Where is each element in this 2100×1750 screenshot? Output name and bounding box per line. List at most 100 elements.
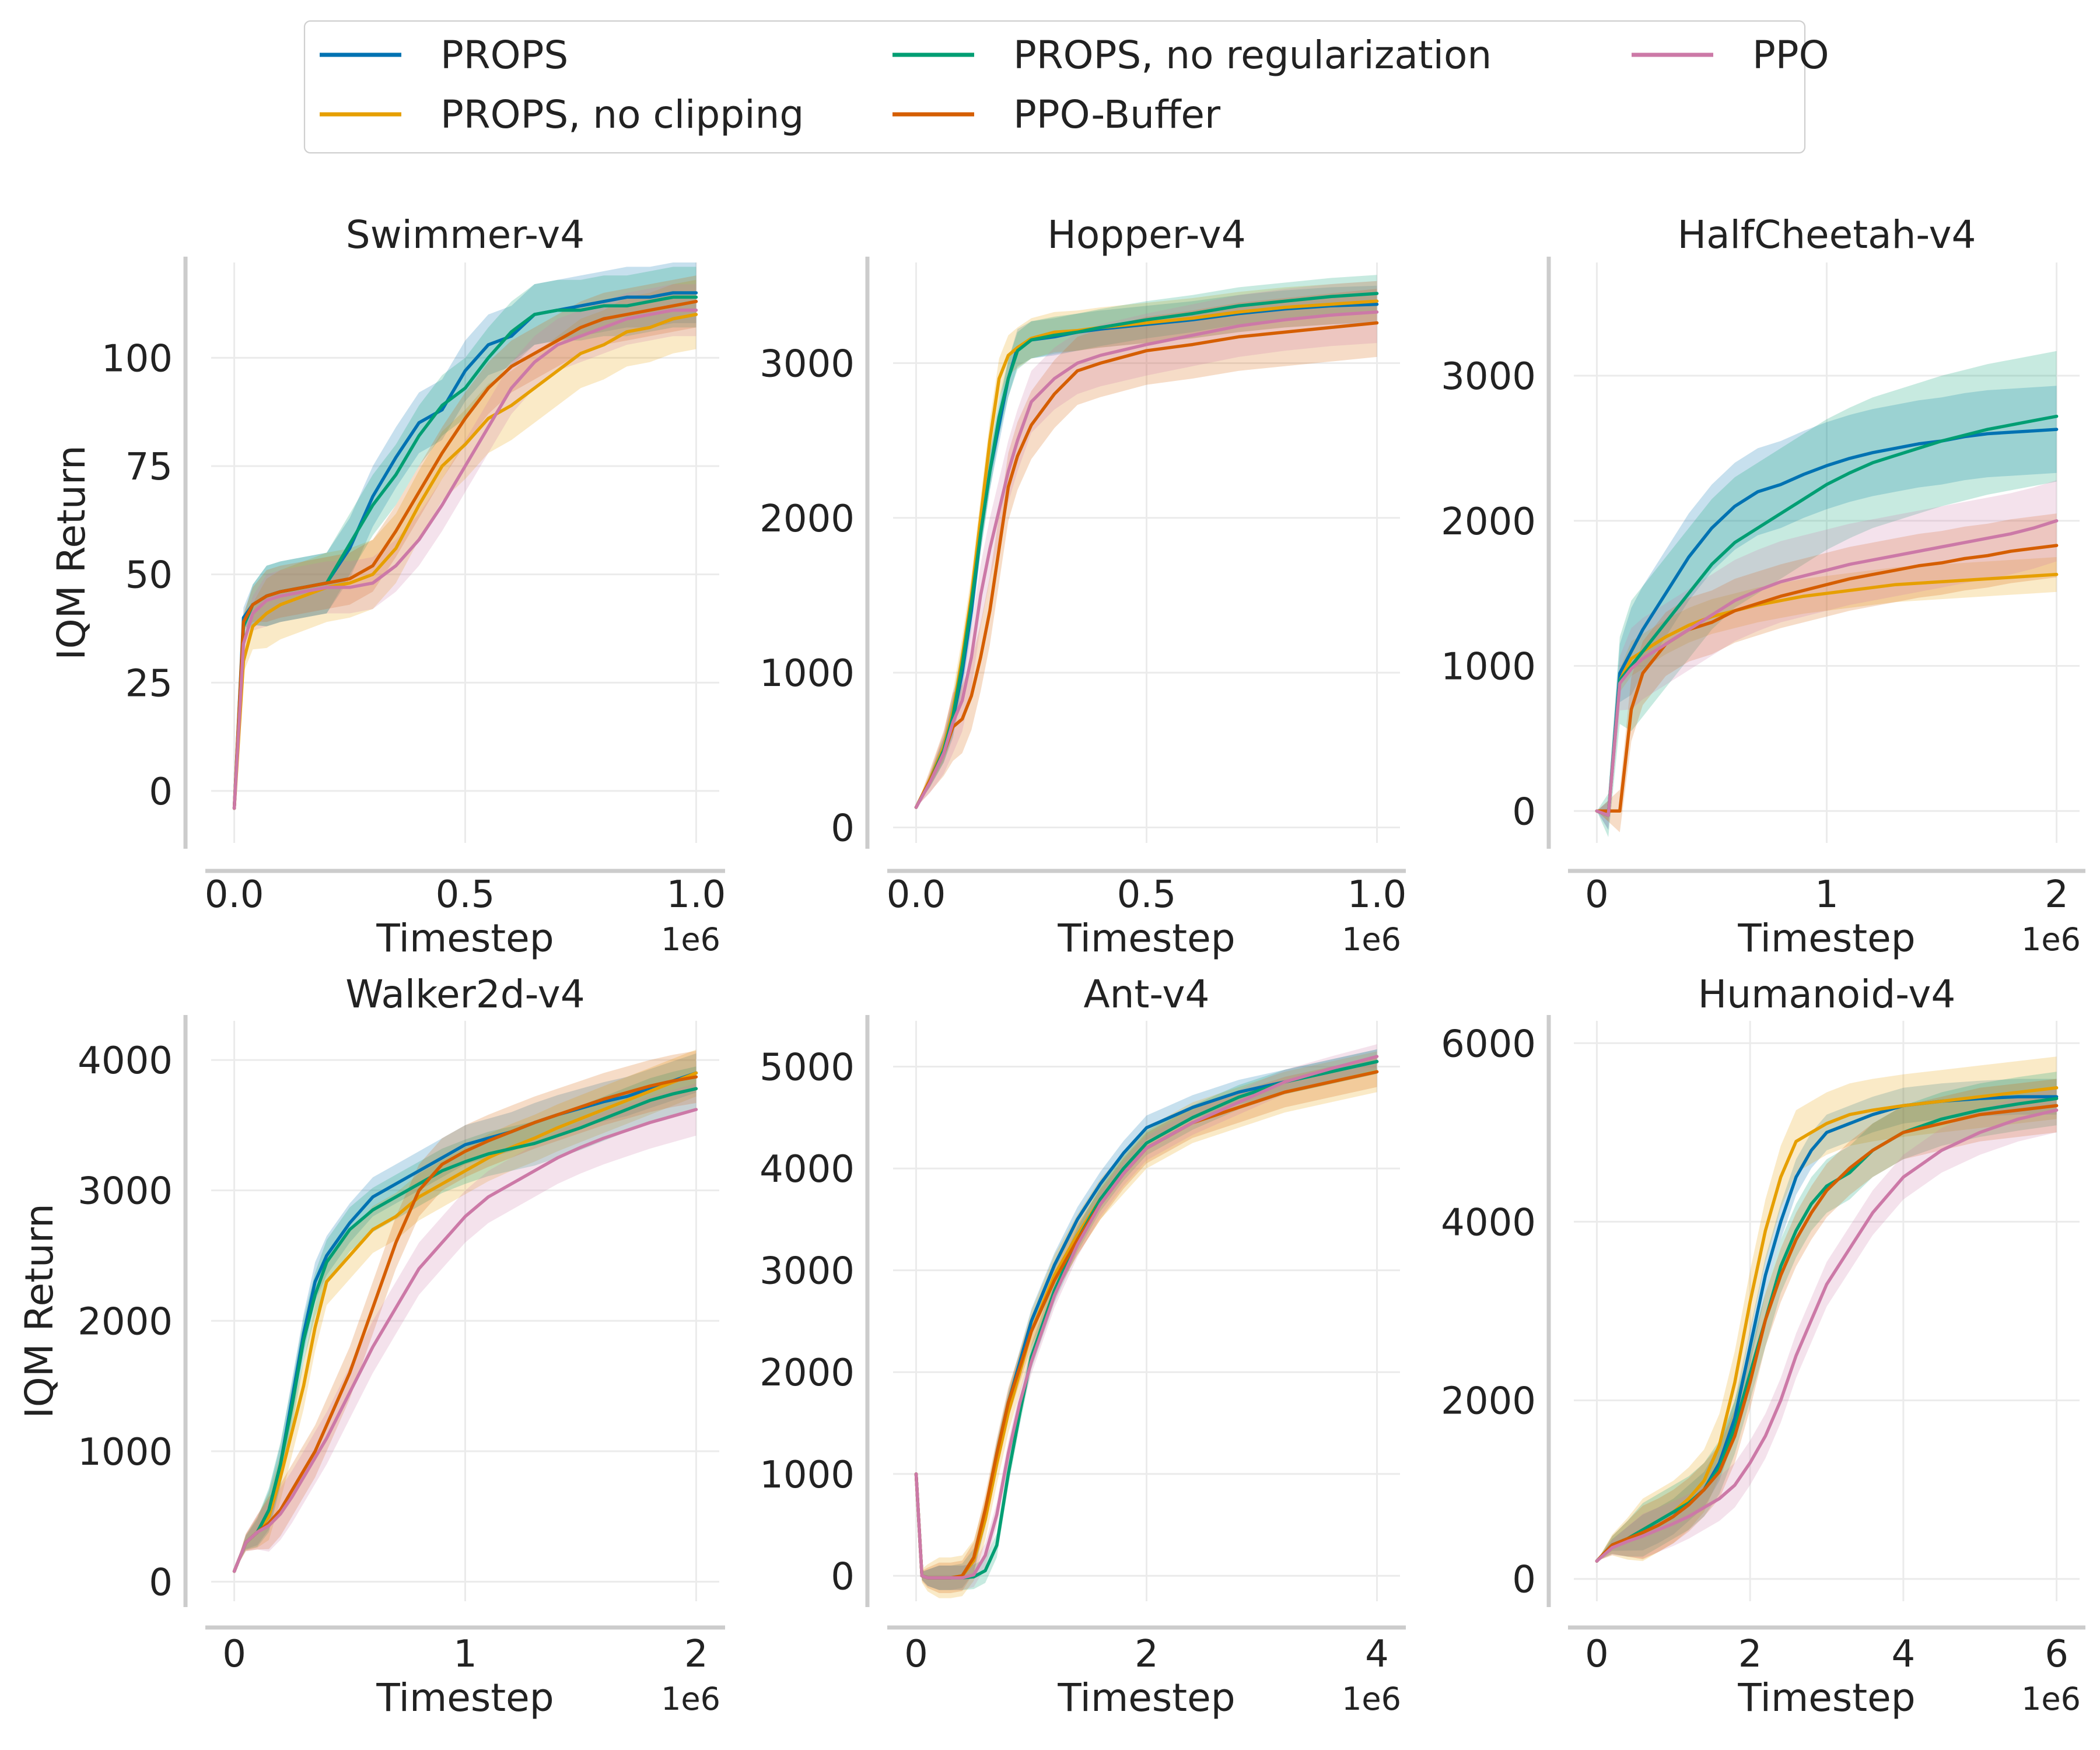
- gridlines: [893, 262, 1400, 843]
- x-axis-label: Timestep: [1737, 916, 1915, 961]
- y-tick-label: 3000: [78, 1170, 173, 1213]
- y-tick-label: 100: [102, 337, 173, 380]
- line-props-no-clipping: [232, 313, 698, 810]
- y-tick-label: 2000: [1441, 501, 1536, 544]
- x-tick-label: 1: [453, 1633, 477, 1676]
- line-ppo-buffer: [232, 1075, 698, 1573]
- y-axis-label: IQM Return: [49, 445, 94, 660]
- legend-item-props-no-clipping: PROPS, no clipping: [320, 92, 804, 137]
- x-axis-label: Timestep: [1737, 1675, 1915, 1720]
- y-tick-label: 3000: [760, 1250, 855, 1293]
- legend-label: PROPS, no clipping: [440, 92, 804, 137]
- y-tick-label: 2000: [760, 498, 855, 541]
- legend-label: PROPS, no regularization: [1013, 33, 1492, 78]
- gridlines: [1574, 1021, 2080, 1601]
- line-props-no-regularization: [232, 1087, 698, 1573]
- x-axis-label: Timestep: [376, 1675, 554, 1720]
- x-tick-label: 2: [1738, 1633, 1762, 1676]
- band-ppo-buffer: [916, 289, 1377, 808]
- x-tick-label: 0: [1585, 1633, 1609, 1676]
- band-props-no-regularization: [1597, 351, 2057, 837]
- gridlines: [893, 1021, 1400, 1601]
- band-ppo-buffer: [1597, 513, 2057, 832]
- chart-ant-v4: 0 1000 2000 3000 4000 5000 0 2 4 Ant-v4 Timestep 1e…: [760, 972, 1406, 1720]
- line-ppo: [1595, 519, 2059, 817]
- band-ppo: [1597, 1087, 2057, 1562]
- series-lines: [914, 292, 1379, 809]
- band-props: [1597, 386, 2057, 830]
- x-tick-label: 0.5: [1117, 873, 1177, 916]
- y-tick-label: 4000: [78, 1040, 173, 1083]
- x-axis-offset-label: 1e6: [1342, 921, 1401, 958]
- band-ppo: [234, 284, 696, 808]
- confidence-bands: [916, 275, 1377, 808]
- series-lines: [1595, 1086, 2059, 1563]
- x-axis-offset-label: 1e6: [2021, 921, 2081, 958]
- line-ppo-buffer: [914, 321, 1379, 809]
- x-tick-label: 2: [684, 1633, 708, 1676]
- x-axis-offset-label: 1e6: [2021, 1681, 2081, 1717]
- y-tick-label: 2000: [760, 1352, 855, 1395]
- confidence-bands: [234, 1049, 696, 1572]
- band-props-no-clipping: [234, 279, 696, 808]
- chart-halfcheetah-v4: 0 1000 2000 3000 0 1 2 HalfCheetah-v4 Timestep 1e…: [1441, 212, 2085, 961]
- legend-label: PPO: [1752, 33, 1829, 78]
- chart-swimmer-v4: 0 25 50 75 100 0.0 0.5 1.0 Swimmer-v4 Timestep 1e6…: [49, 212, 726, 961]
- series-lines: [232, 291, 698, 810]
- line-ppo: [914, 310, 1379, 809]
- legend-item-props-no-regularization: PROPS, no regularization: [892, 33, 1492, 78]
- y-tick-label: 3000: [760, 342, 855, 386]
- x-tick-label: 0.5: [436, 873, 495, 916]
- y-tick-label: 0: [1512, 1559, 1536, 1602]
- y-tick-label: 25: [125, 662, 173, 705]
- chart-humanoid-v4: 0 2000 4000 6000 0 2 4 6 Humanoid-v4 Timestep 1e6: [1441, 972, 2085, 1720]
- x-tick-label: 0: [1585, 873, 1609, 916]
- legend-item-props: PROPS: [320, 33, 568, 78]
- band-ppo-buffer: [1597, 1079, 2057, 1562]
- legend-item-ppo: PPO: [1632, 33, 1829, 78]
- y-tick-label: 3000: [1441, 355, 1536, 398]
- y-tick-label: 6000: [1441, 1023, 1536, 1066]
- line-ppo-buffer: [232, 300, 698, 810]
- y-tick-label: 0: [1512, 790, 1536, 834]
- x-tick-label: 2: [1135, 1633, 1158, 1676]
- x-axis-offset-label: 1e6: [661, 921, 720, 958]
- gridlines: [211, 1021, 719, 1601]
- x-tick-label: 4: [1365, 1633, 1389, 1676]
- band-props-no-clipping: [1597, 1056, 2057, 1562]
- x-tick-label: 0.0: [887, 873, 946, 916]
- x-axis-label: Timestep: [1057, 1675, 1235, 1720]
- line-ppo: [914, 1055, 1379, 1580]
- line-ppo-buffer: [1595, 1104, 2059, 1563]
- band-props-no-regularization: [234, 267, 696, 808]
- line-ppo: [232, 308, 698, 810]
- band-ppo: [234, 1083, 696, 1572]
- y-tick-label: 1000: [1441, 646, 1536, 689]
- line-props-no-clipping: [232, 1071, 698, 1573]
- legend: PROPS PROPS, no clipping PROPS, no regular…: [303, 20, 1829, 154]
- y-axis-label: IQM Return: [17, 1203, 62, 1418]
- x-tick-label: 0.0: [205, 873, 264, 916]
- line-ppo: [1595, 1108, 2059, 1563]
- x-axis-offset-label: 1e6: [1342, 1681, 1401, 1717]
- x-tick-label: 1.0: [667, 873, 726, 916]
- chart-title: HalfCheetah-v4: [1677, 212, 1976, 257]
- band-ppo: [916, 281, 1377, 807]
- x-tick-label: 6: [2045, 1633, 2068, 1676]
- series-lines: [914, 1055, 1379, 1580]
- band-props-no-regularization: [234, 1066, 696, 1572]
- line-props: [1595, 428, 2059, 817]
- y-tick-label: 0: [831, 1555, 855, 1598]
- chart-walker2d-v4: 0 1000 2000 3000 4000 0 1 2 Walker2d-v4 Timestep 1…: [17, 972, 725, 1720]
- x-axis-label: Timestep: [376, 916, 554, 961]
- y-tick-label: 0: [149, 771, 173, 814]
- x-tick-label: 1.0: [1348, 873, 1407, 916]
- legend-label: PPO-Buffer: [1013, 92, 1221, 137]
- confidence-bands: [916, 1044, 1377, 1598]
- y-tick-label: 0: [831, 807, 855, 850]
- chart-title: Ant-v4: [1084, 972, 1210, 1017]
- chart-hopper-v4: 0 1000 2000 3000 0.0 0.5 1.0 Hopper-v4 Timestep 1…: [760, 212, 1406, 961]
- y-tick-label: 2000: [78, 1300, 173, 1343]
